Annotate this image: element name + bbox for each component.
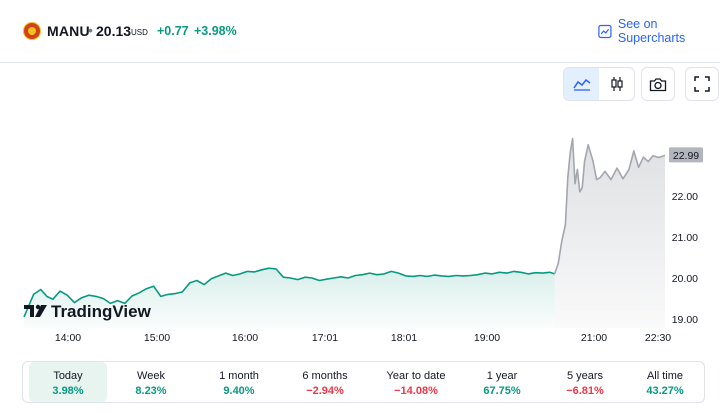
y-tick-label: 21.00	[672, 232, 698, 244]
symbol-header: MANU • 20.13 USD +0.77 +3.98% See on Sup…	[0, 0, 720, 63]
area-chart-button[interactable]	[564, 68, 599, 100]
regular-area	[24, 268, 555, 328]
period-change: −2.94%	[306, 385, 344, 397]
tradingview-wordmark: TradingView	[51, 302, 152, 321]
area-chart-icon	[572, 78, 590, 91]
manu-logo	[23, 22, 41, 40]
currency-label: USD	[131, 28, 148, 37]
period-label: 1 year	[486, 370, 518, 382]
period-performance-bar: Today 3.98% Week 8.23% 1 month 9.40% 6 months −…	[22, 361, 705, 403]
period-change: −14.08%	[394, 385, 438, 397]
x-tick-label: 16:00	[232, 332, 258, 344]
x-tick-label: 19:00	[474, 332, 500, 344]
chart-type-toggle	[563, 67, 635, 101]
price-chart[interactable]: 14:00 15:00 16:00 17:01 18:01 19:00 21:00 22:30…	[0, 100, 720, 362]
fullscreen-icon	[694, 76, 710, 92]
x-tick-label: 15:00	[144, 332, 170, 344]
regular-price-line	[23, 267, 555, 318]
period-change: −6.81%	[566, 385, 604, 397]
period-all-time[interactable]: All time 43.27%	[631, 362, 699, 402]
candles-button[interactable]	[599, 68, 634, 100]
separator-dot: •	[88, 22, 93, 38]
price-change: +0.77	[157, 24, 189, 38]
price-change-percent: +3.98%	[194, 24, 237, 38]
symbol-name[interactable]: MANU	[47, 23, 90, 39]
x-tick-label: 17:01	[312, 332, 338, 344]
post-market-area	[554, 138, 665, 328]
last-price-marker	[669, 147, 703, 163]
period-change: 43.27%	[646, 385, 684, 397]
period-label: All time	[646, 370, 684, 382]
supercharts-label: See on Supercharts	[617, 17, 686, 45]
x-tick-label: 18:01	[391, 332, 417, 344]
last-price: 20.13	[96, 23, 132, 39]
period-label: 1 month	[219, 370, 259, 382]
period-1-year[interactable]: 1 year 67.75%	[466, 362, 538, 402]
period-today[interactable]: Today 3.98%	[29, 362, 107, 402]
period-week[interactable]: Week 8.23%	[111, 362, 191, 402]
period-1-month[interactable]: 1 month 9.40%	[198, 362, 280, 402]
period-label: Week	[137, 370, 165, 382]
period-change: 3.98%	[52, 385, 84, 397]
period-change: 67.75%	[483, 385, 521, 397]
period-label: Today	[53, 370, 83, 382]
period-6-months[interactable]: 6 months −2.94%	[285, 362, 365, 402]
post-market-price-line	[553, 137, 666, 275]
x-tick-label: 22:30	[645, 332, 671, 344]
period-label: 5 years	[566, 370, 604, 382]
period-change: 9.40%	[223, 385, 255, 397]
last-price-label: 22.99	[673, 150, 699, 162]
period-label: 6 months	[302, 370, 348, 382]
y-tick-label: 20.00	[672, 273, 698, 285]
screenshot-button[interactable]	[641, 67, 675, 101]
see-on-supercharts-link[interactable]: See on Supercharts	[598, 17, 720, 45]
y-tick-label: 19.00	[672, 314, 698, 326]
tradingview-watermark: TradingView	[24, 302, 152, 321]
x-tick-label: 14:00	[55, 332, 81, 344]
period-year-to-date[interactable]: Year to date −14.08%	[372, 362, 460, 402]
candles-icon	[610, 77, 623, 91]
period-change: 8.23%	[135, 385, 167, 397]
period-5-years[interactable]: 5 years −6.81%	[545, 362, 625, 402]
period-label: Year to date	[386, 370, 446, 382]
supercharts-icon	[598, 24, 612, 38]
fullscreen-button[interactable]	[685, 67, 719, 101]
x-tick-label: 21:00	[581, 332, 607, 344]
camera-icon	[649, 77, 667, 91]
y-tick-label: 22.00	[672, 191, 698, 203]
